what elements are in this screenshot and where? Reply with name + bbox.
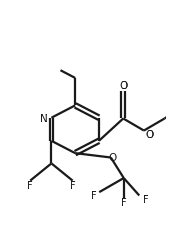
Bar xyxy=(147,132,152,137)
Text: F: F xyxy=(91,191,97,201)
Bar xyxy=(143,197,148,202)
Text: F: F xyxy=(27,180,33,190)
Text: N: N xyxy=(40,113,47,123)
Bar xyxy=(70,183,75,187)
Text: O: O xyxy=(109,152,117,162)
Bar xyxy=(120,83,126,88)
Text: F: F xyxy=(121,198,127,207)
Text: F: F xyxy=(91,191,97,201)
Text: N: N xyxy=(40,113,47,123)
Bar xyxy=(121,200,126,205)
Bar xyxy=(28,183,33,187)
Text: F: F xyxy=(121,198,127,207)
Text: F: F xyxy=(70,180,75,190)
Text: O: O xyxy=(119,81,127,91)
Text: F: F xyxy=(143,194,148,204)
Bar xyxy=(92,193,97,198)
Bar xyxy=(40,115,47,121)
Text: F: F xyxy=(70,180,75,190)
Text: F: F xyxy=(143,194,148,204)
Text: F: F xyxy=(27,180,33,190)
Text: O: O xyxy=(146,129,154,139)
Text: O: O xyxy=(146,129,154,139)
Text: O: O xyxy=(119,81,127,91)
